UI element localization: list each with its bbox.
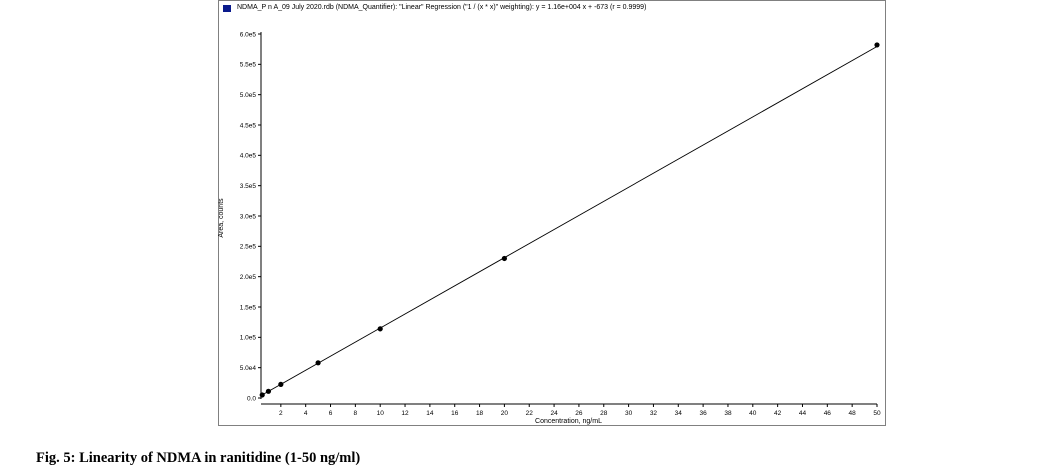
x-tick-label: 38	[724, 410, 732, 417]
data-point	[501, 255, 507, 262]
y-tick-label: 2.0e5	[240, 274, 257, 281]
figure-caption: Fig. 5: Linearity of NDMA in ranitidine …	[36, 450, 361, 466]
y-tick-label: 3.0e5	[240, 213, 257, 220]
x-tick-label: 48	[849, 410, 857, 417]
x-tick-label: 30	[625, 410, 633, 417]
plot-frame	[218, 0, 886, 426]
x-tick-label: 20	[501, 410, 509, 417]
data-point	[377, 326, 383, 332]
x-tick-label: 32	[650, 410, 658, 417]
x-tick-label: 46	[824, 410, 832, 417]
axes: 0.0 5.0e4 1.0e5 1.5e5 2.0e5 2.5e5 3.0e5 3.5e5 4.…	[240, 31, 881, 417]
x-tick-label: 26	[575, 410, 583, 417]
regression-line	[261, 46, 878, 396]
x-tick-label: 10	[377, 410, 385, 417]
x-tick-label: 34	[675, 410, 683, 417]
y-tick-label: 5.0e4	[240, 365, 257, 372]
y-tick-label: 6.0e5	[240, 31, 257, 38]
x-tick-label: 50	[873, 410, 881, 417]
regression-line-group	[261, 46, 878, 396]
legend-text: NDMA_P n A_09 July 2020.rdb (NDMA_Quanti…	[237, 4, 647, 11]
data-point	[315, 360, 321, 366]
x-tick-label: 28	[600, 410, 608, 417]
x-tick-label: 8	[354, 410, 358, 417]
y-tick-label: 0.0	[247, 395, 256, 402]
data-point	[259, 392, 265, 398]
x-tick-label: 12	[401, 410, 409, 417]
y-tick-label: 1.0e5	[240, 335, 257, 342]
y-tick-label: 4.5e5	[240, 122, 257, 129]
legend-swatch-icon	[223, 5, 231, 12]
data-points	[259, 42, 880, 398]
y-axis-label: Area, counts	[218, 198, 225, 238]
x-tick-label: 44	[799, 410, 807, 417]
x-tick-label: 24	[550, 410, 558, 417]
y-tick-label: 2.5e5	[240, 244, 257, 251]
data-point	[874, 42, 880, 48]
x-axis-label: Concentration, ng/mL	[535, 418, 602, 425]
y-tick-label: 1.5e5	[240, 304, 257, 311]
x-tick-label: 14	[426, 410, 434, 417]
data-point	[278, 381, 284, 387]
y-tick-label: 5.0e5	[240, 92, 257, 99]
data-point	[265, 388, 272, 394]
x-tick-label: 18	[476, 410, 484, 417]
y-tick-label: 3.5e5	[240, 183, 257, 190]
x-tick-label: 16	[451, 410, 459, 417]
x-tick-label: 4	[304, 410, 308, 417]
x-tick-label: 22	[526, 410, 534, 417]
x-tick-label: 36	[700, 410, 708, 417]
x-tick-label: 2	[279, 410, 283, 417]
y-tick-label: 5.5e5	[240, 62, 257, 69]
y-tick-label: 4.0e5	[240, 153, 257, 160]
x-tick-label: 42	[774, 410, 782, 417]
x-tick-label: 6	[329, 410, 333, 417]
x-tick-label: 40	[749, 410, 757, 417]
